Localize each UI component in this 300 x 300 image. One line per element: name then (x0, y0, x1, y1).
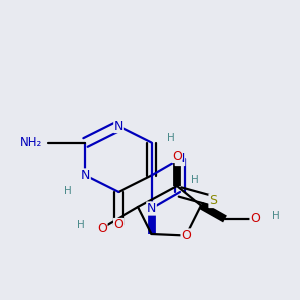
Text: O: O (114, 218, 123, 232)
Text: H: H (191, 175, 199, 185)
Text: H: H (64, 185, 71, 196)
Text: H: H (77, 220, 85, 230)
Text: O: O (181, 229, 191, 242)
Text: N: N (81, 169, 90, 182)
Text: H: H (167, 133, 175, 143)
Text: O: O (172, 149, 182, 163)
Text: N: N (147, 202, 156, 215)
Text: S: S (209, 194, 217, 208)
Text: O: O (250, 212, 260, 226)
Text: H: H (272, 211, 280, 221)
Text: N: N (114, 119, 123, 133)
Text: N: N (175, 152, 185, 166)
Text: NH₂: NH₂ (20, 136, 42, 149)
Text: O: O (97, 221, 107, 235)
